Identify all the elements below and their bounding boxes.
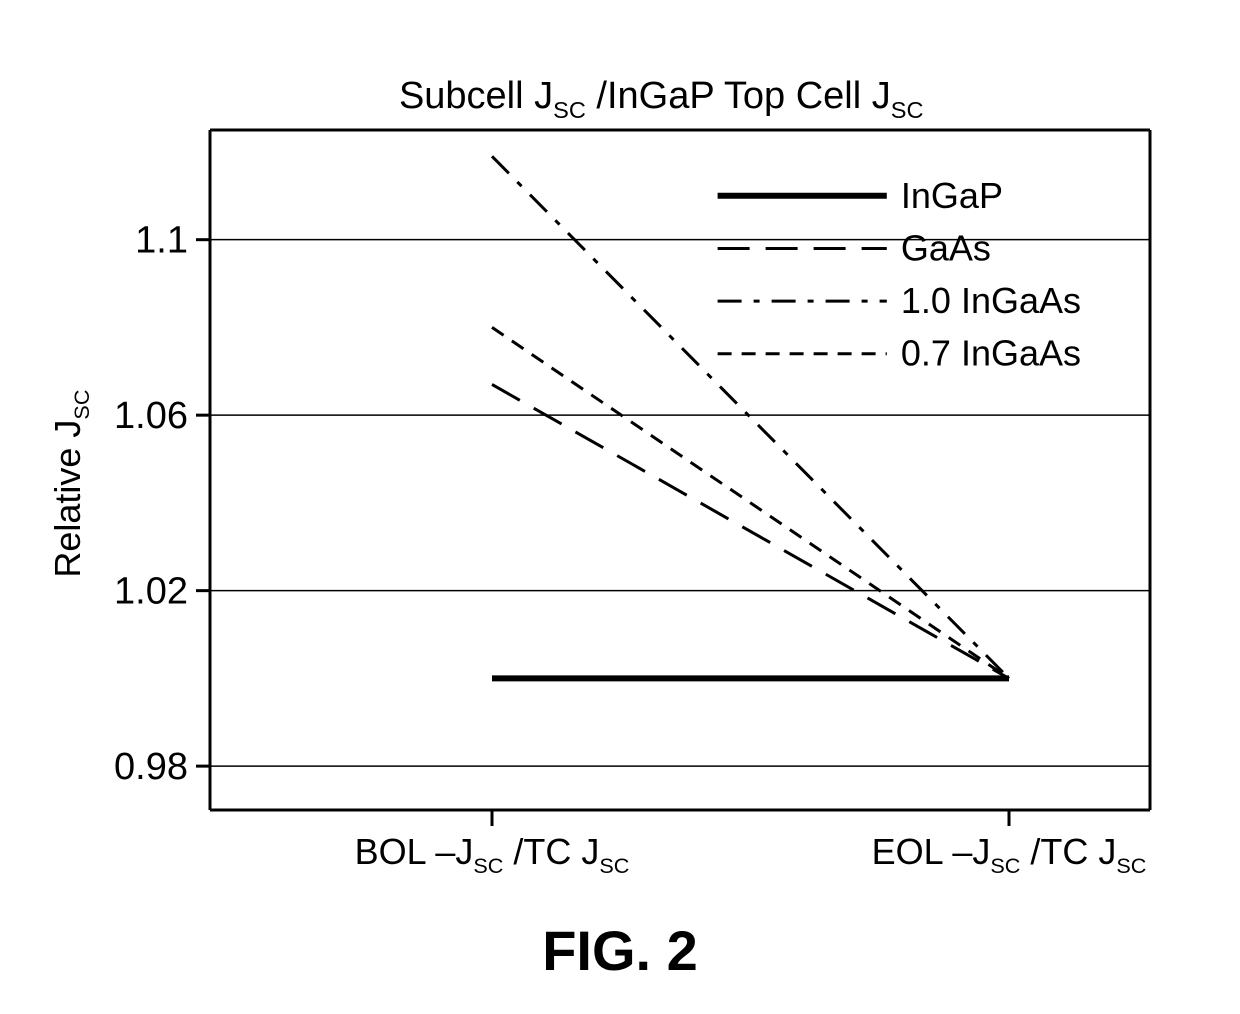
svg-text:Relative JSC: Relative JSC xyxy=(47,390,94,578)
y-tick-label: 1.1 xyxy=(135,220,188,262)
y-tick-label: 1.02 xyxy=(114,571,188,613)
legend-label: 1.0 InGaAs xyxy=(901,280,1081,321)
y-tick-label: 1.06 xyxy=(114,395,188,437)
figure-container: Subcell JSC /InGaP Top Cell JSC 0.98 1.02 1… xyxy=(0,0,1240,1014)
figure-caption: FIG. 2 xyxy=(542,919,698,982)
y-axis-label: Relative JSC xyxy=(47,390,94,578)
x-tick-label: BOL –JSC /TC JSC xyxy=(355,831,630,878)
y-tick-label: 0.98 xyxy=(114,746,188,788)
legend-label: InGaP xyxy=(901,175,1003,216)
legend-label: 0.7 InGaAs xyxy=(901,333,1081,374)
x-tick-label: EOL –JSC /TC JSC xyxy=(872,831,1147,878)
legend-label: GaAs xyxy=(901,227,991,268)
chart-svg: Subcell JSC /InGaP Top Cell JSC 0.98 1.02 1… xyxy=(0,0,1240,1014)
chart-title: Subcell JSC /InGaP Top Cell JSC xyxy=(399,75,924,123)
series-line xyxy=(492,327,1009,678)
series-line xyxy=(492,384,1009,678)
